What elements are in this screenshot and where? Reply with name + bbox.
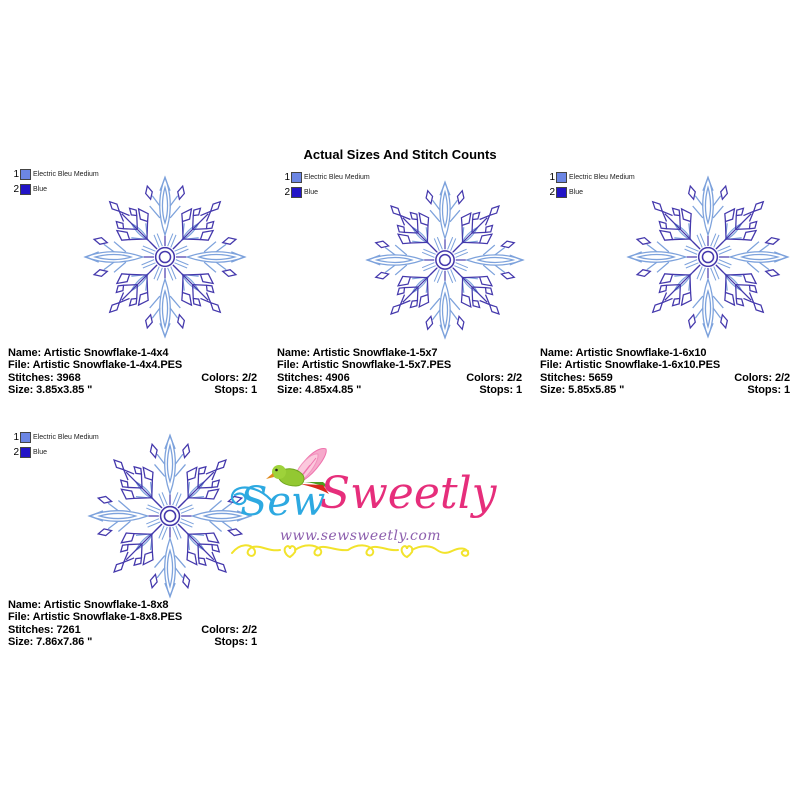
design-info: Name: Artistic Snowflake-1-5x7 File: Art… xyxy=(277,347,522,396)
legend-row: 1 Electric Bleu Medium xyxy=(546,171,635,183)
thread-number: 1 xyxy=(549,171,555,183)
design-info: Name: Artistic Snowflake-1-8x8 File: Art… xyxy=(8,599,257,648)
snowflake-graphic xyxy=(362,177,528,343)
design-colors: Colors: 2/2 xyxy=(201,623,257,636)
legend-row: 2 Blue xyxy=(10,183,99,195)
page-title: Actual Sizes And Stitch Counts xyxy=(303,147,497,162)
thread-legend: 1 Electric Bleu Medium 2 Blue xyxy=(10,168,99,198)
thread-legend: 1 Electric Bleu Medium 2 Blue xyxy=(281,171,370,201)
legend-row: 2 Blue xyxy=(281,186,370,198)
thread-color-label: Blue xyxy=(569,188,584,196)
design-name: Name: Artistic Snowflake-1-4x4 xyxy=(8,347,169,359)
design-panel-6x10: 1 Electric Bleu Medium 2 Blue Name: Arti… xyxy=(535,160,793,408)
thread-number: 1 xyxy=(13,431,19,443)
design-info: Name: Artistic Snowflake-1-4x4 File: Art… xyxy=(8,347,257,396)
design-stitches: Stitches: 7261 xyxy=(8,623,81,636)
thread-color-swatch xyxy=(20,431,31,443)
design-name: Name: Artistic Snowflake-1-8x8 xyxy=(8,599,169,611)
legend-row: 1 Electric Bleu Medium xyxy=(281,171,370,183)
decorative-squiggle xyxy=(231,544,470,559)
design-file: File: Artistic Snowflake-1-5x7.PES xyxy=(277,359,452,372)
design-size: Size: 3.85x3.85 " xyxy=(8,383,93,396)
thread-legend: 1 Electric Bleu Medium 2 Blue xyxy=(546,171,635,201)
design-name: Name: Artistic Snowflake-1-6x10 xyxy=(540,347,707,359)
design-size: Size: 4.85x4.85 " xyxy=(277,383,362,396)
design-panel-8x8: 1 Electric Bleu Medium 2 Blue Name: Arti… xyxy=(0,420,266,668)
thread-color-label: Electric Bleu Medium xyxy=(569,173,635,181)
thread-color-swatch xyxy=(291,171,302,183)
snowflake-graphic xyxy=(623,172,793,342)
blue-flourish-icon xyxy=(230,486,272,506)
design-file: File: Artistic Snowflake-1-8x8.PES xyxy=(8,611,183,624)
thread-color-swatch xyxy=(556,171,567,183)
hummingbird-icon xyxy=(266,447,331,494)
thread-number: 2 xyxy=(284,186,290,198)
design-stops: Stops: 1 xyxy=(479,383,522,396)
legend-row: 2 Blue xyxy=(546,186,635,198)
thread-number: 2 xyxy=(13,446,19,458)
design-panel-4x4: 1 Electric Bleu Medium 2 Blue Name: Arti… xyxy=(0,160,266,408)
design-info: Name: Artistic Snowflake-1-6x10 File: Ar… xyxy=(540,347,790,396)
brand-logo: Sew Sweetly www.sewsweetly.com xyxy=(228,442,497,572)
thread-color-swatch xyxy=(20,446,31,458)
design-file: File: Artistic Snowflake-1-6x10.PES xyxy=(540,359,721,372)
legend-row: 1 Electric Bleu Medium xyxy=(10,168,99,180)
design-file: File: Artistic Snowflake-1-4x4.PES xyxy=(8,359,183,372)
thread-legend: 1 Electric Bleu Medium 2 Blue xyxy=(10,431,99,461)
brand-name-sew: Sew xyxy=(240,479,326,525)
design-stitches: Stitches: 4906 xyxy=(277,371,350,384)
brand-url: www.sewsweetly.com xyxy=(280,528,442,544)
thread-number: 1 xyxy=(13,168,19,180)
brand-name-sweetly: Sweetly xyxy=(320,468,497,519)
design-stitches: Stitches: 5659 xyxy=(540,371,613,384)
thread-color-label: Electric Bleu Medium xyxy=(33,433,99,441)
thread-number: 2 xyxy=(549,186,555,198)
design-size: Size: 7.86x7.86 " xyxy=(8,635,93,648)
design-stitches: Stitches: 3968 xyxy=(8,371,81,384)
design-name: Name: Artistic Snowflake-1-5x7 xyxy=(277,347,438,359)
thread-color-label: Electric Bleu Medium xyxy=(33,170,99,178)
legend-row: 1 Electric Bleu Medium xyxy=(10,431,99,443)
design-size: Size: 5.85x5.85 " xyxy=(540,383,625,396)
thread-number: 1 xyxy=(284,171,290,183)
design-colors: Colors: 2/2 xyxy=(201,371,257,384)
design-colors: Colors: 2/2 xyxy=(466,371,522,384)
snowflake-graphic xyxy=(80,172,250,342)
thread-color-label: Blue xyxy=(304,188,319,196)
thread-color-label: Blue xyxy=(33,185,48,193)
legend-row: 2 Blue xyxy=(10,446,99,458)
thread-color-swatch xyxy=(556,186,567,198)
thread-number: 2 xyxy=(13,183,19,195)
thread-color-swatch xyxy=(20,168,31,180)
design-stops: Stops: 1 xyxy=(747,383,790,396)
thread-color-label: Electric Bleu Medium xyxy=(304,173,370,181)
design-stops: Stops: 1 xyxy=(214,383,257,396)
thread-color-label: Blue xyxy=(33,448,48,456)
thread-color-swatch xyxy=(20,183,31,195)
design-stops: Stops: 1 xyxy=(214,635,257,648)
thread-color-swatch xyxy=(291,186,302,198)
design-panel-5x7: 1 Electric Bleu Medium 2 Blue Name: Arti… xyxy=(270,160,528,408)
design-colors: Colors: 2/2 xyxy=(734,371,790,384)
